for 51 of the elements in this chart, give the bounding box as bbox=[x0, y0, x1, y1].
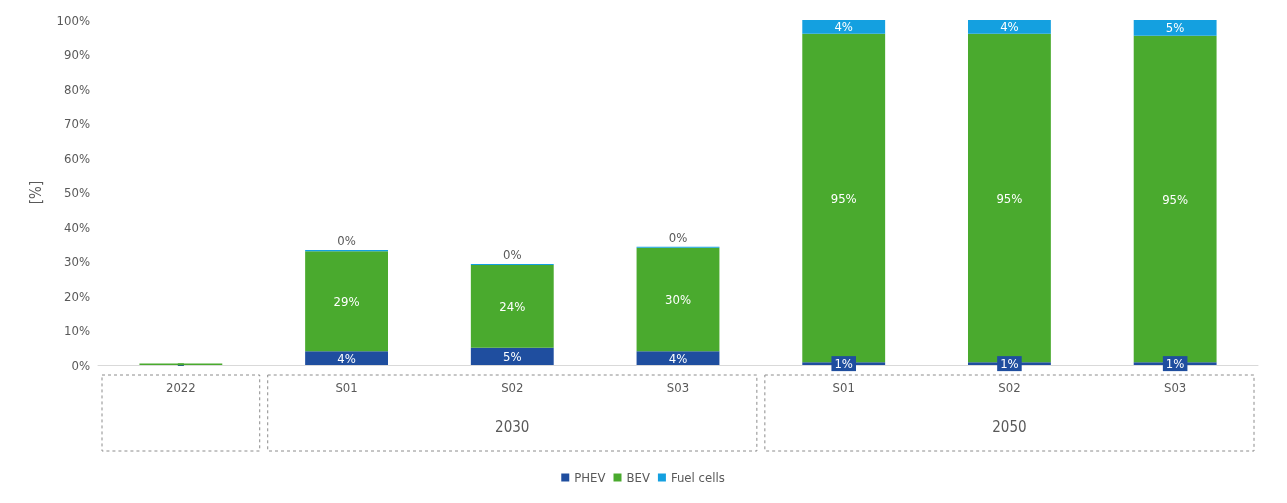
legend-label: BEV bbox=[626, 470, 650, 485]
x-tick-label: S01 bbox=[335, 380, 358, 395]
data-label: 95% bbox=[996, 190, 1023, 206]
text: 2050 bbox=[992, 418, 1027, 436]
y-tick-label: 70% bbox=[64, 116, 90, 131]
data-label: 5% bbox=[1165, 20, 1185, 36]
data-label: 4% bbox=[337, 350, 356, 366]
y-axis-title: [%] bbox=[26, 180, 45, 205]
y-tick-label: 40% bbox=[64, 219, 90, 235]
bar bbox=[636, 351, 720, 365]
data-label: 29% bbox=[333, 293, 360, 309]
data-label: 30% bbox=[665, 291, 691, 307]
data-label: 0% bbox=[337, 233, 356, 249]
y-tick-label: 10% bbox=[64, 323, 90, 338]
bar bbox=[636, 247, 720, 352]
x-tick-label: 2022 bbox=[165, 380, 196, 395]
bar bbox=[1133, 20, 1217, 36]
y-tick-label: 80% bbox=[64, 81, 90, 97]
legend-label: Fuel cells bbox=[670, 470, 725, 485]
x-tick-label: S03 bbox=[1163, 380, 1187, 395]
y-tick-label: 90% bbox=[64, 47, 90, 62]
y-tick-label: 50% bbox=[64, 185, 90, 200]
data-label: 1% bbox=[834, 356, 853, 372]
data-label: 24% bbox=[499, 298, 526, 314]
data-label: 95% bbox=[1162, 191, 1189, 207]
bar bbox=[968, 20, 1051, 34]
data-label: 0% bbox=[503, 246, 522, 262]
x-tick-label: S03 bbox=[666, 380, 690, 395]
data-label: 0% bbox=[668, 229, 688, 245]
data-label: 1% bbox=[1165, 356, 1185, 372]
data-label: 4% bbox=[668, 350, 688, 366]
bar bbox=[802, 20, 886, 34]
x-tick-label: S02 bbox=[501, 380, 524, 395]
y-tick-label: 0% bbox=[71, 357, 90, 373]
data-label: 5% bbox=[503, 348, 522, 364]
data-label: 1% bbox=[1000, 356, 1019, 372]
x-tick-label: S02 bbox=[998, 380, 1021, 395]
data-label: 4% bbox=[1000, 19, 1019, 35]
y-tick-label: 100% bbox=[56, 12, 90, 28]
x-tick-label: S01 bbox=[832, 380, 855, 395]
bar bbox=[470, 347, 554, 365]
data-label: 4% bbox=[834, 19, 853, 35]
legend-label: PHEV bbox=[574, 470, 606, 485]
y-tick-label: 60% bbox=[64, 150, 90, 166]
y-tick-label: 20% bbox=[64, 288, 90, 304]
bar bbox=[305, 351, 388, 365]
bar bbox=[305, 251, 388, 352]
text: 2030 bbox=[495, 418, 530, 436]
y-tick-label: 30% bbox=[64, 254, 90, 269]
bar bbox=[470, 264, 554, 348]
data-label: 95% bbox=[830, 190, 857, 206]
